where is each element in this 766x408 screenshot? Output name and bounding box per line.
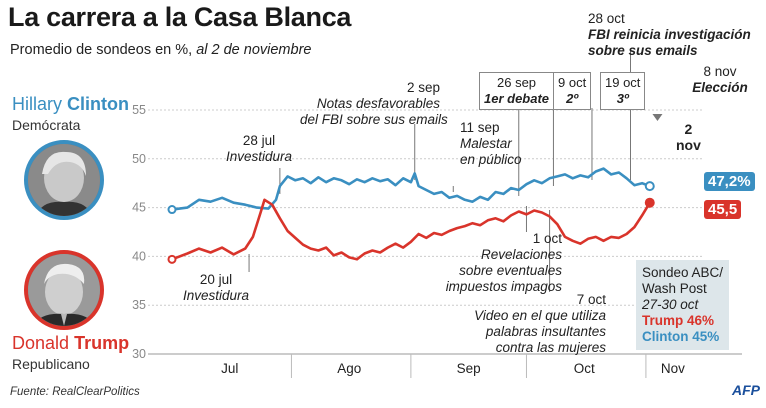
annot-latest: 2 nov xyxy=(676,121,701,153)
debate-3-date: 19 oct xyxy=(605,75,641,90)
clinton-party: Demócrata xyxy=(12,117,81,133)
annot-illness-l2: en público xyxy=(460,152,522,167)
chart-series xyxy=(167,167,655,264)
annot-fbi-notes-l2: del FBI sobre sus emails xyxy=(300,112,448,127)
x-axis: Jul Ago Sep Oct Nov xyxy=(148,353,742,378)
trump-final-value: 45,5 xyxy=(704,200,742,219)
series-end-point-trump xyxy=(644,197,655,208)
trump-portrait xyxy=(24,250,104,330)
debate-2-date: 9 oct xyxy=(558,75,587,90)
annot-rep-convention-text: Investidura xyxy=(183,288,250,303)
trump-name: Donald Trump xyxy=(12,333,129,354)
trump-portrait-image xyxy=(28,254,100,326)
poll-box: Sondeo ABC/ Wash Post 27-30 oct Trump 46… xyxy=(636,260,730,350)
y-tick-label: 40 xyxy=(132,249,146,263)
debate-2-label: 2º xyxy=(566,91,579,106)
x-tick-label: Ago xyxy=(337,361,361,376)
poll-box-l3: 27-30 oct xyxy=(642,297,699,312)
subtitle-main: Promedio de sondeos en %, xyxy=(10,42,193,58)
series-start-point-clinton xyxy=(167,205,177,215)
election-marker xyxy=(652,114,663,121)
annot-illness-date: 11 sep xyxy=(460,120,500,135)
poll-box-l1: Sondeo ABC/ xyxy=(642,265,724,280)
clinton-first-name: Hillary xyxy=(12,94,63,114)
y-tick-label: 35 xyxy=(132,298,146,312)
annot-video-l3: contra las mujeres xyxy=(495,340,606,355)
debate-3-label: 3º xyxy=(616,91,629,106)
annot-election-text: Elección xyxy=(692,80,748,95)
y-tick-label: 50 xyxy=(132,152,146,166)
poll-box-l2: Wash Post xyxy=(642,281,707,296)
debate-1-label: 1er debate xyxy=(484,91,550,106)
annot-fbi-reopen: 28 oct FBI reinicia investigación sobre … xyxy=(588,11,751,59)
annot-taxes-l1: Revelaciones xyxy=(480,247,562,262)
debate-box-3: 19 oct 3º xyxy=(600,72,646,110)
poll-box-trump: Trump 46% xyxy=(642,313,715,328)
series-end-point-clinton xyxy=(644,181,655,192)
chart-title: La carrera a la Casa Blanca xyxy=(8,2,352,32)
series-line-clinton xyxy=(171,167,651,211)
series-start-point-trump xyxy=(167,254,177,264)
annot-dem-convention: 28 jul Investidura xyxy=(226,133,292,165)
x-tick-label: Oct xyxy=(574,361,595,376)
annot-fbi-reopen-l1: FBI reinicia investigación xyxy=(588,27,751,42)
annot-video-l2: palabras insultantes xyxy=(485,324,606,339)
annot-taxes-l2: sobre eventuales xyxy=(459,263,562,278)
annot-fbi-reopen-date: 28 oct xyxy=(588,11,625,26)
annot-latest-l2: nov xyxy=(676,137,701,153)
source-note: Fuente: RealClearPolitics xyxy=(10,386,140,398)
annot-taxes: 1 oct Revelaciones sobre eventuales impu… xyxy=(442,231,562,295)
annot-election: 8 nov Elección xyxy=(692,64,748,96)
series-line-trump xyxy=(171,198,651,261)
clinton-final-value: 47,2% xyxy=(704,172,755,191)
annot-illness: 11 sep Malestar en público xyxy=(460,120,522,168)
trump-last-name: Trump xyxy=(74,333,130,353)
trump-party: Republicano xyxy=(12,356,90,372)
x-tick-label: Sep xyxy=(457,361,481,376)
subtitle-date: al 2 de noviembre xyxy=(192,42,312,58)
x-tick-label: Nov xyxy=(661,361,685,376)
annot-latest-l1: 2 xyxy=(684,121,693,137)
annot-rep-convention-date: 20 jul xyxy=(199,272,233,287)
annot-fbi-reopen-l2: sobre sus emails xyxy=(588,43,698,58)
annot-fbi-notes-date: 2 sep xyxy=(406,80,440,95)
annot-rep-convention: 20 jul Investidura xyxy=(183,272,249,304)
debate-box-2: 9 oct 2º xyxy=(553,72,592,110)
clinton-portrait xyxy=(24,140,104,220)
poll-box-clinton: Clinton 45% xyxy=(642,329,720,344)
annot-taxes-l3: impuestos impagos xyxy=(445,279,562,294)
clinton-portrait-image xyxy=(28,144,100,216)
y-tick-label: 45 xyxy=(132,201,146,215)
y-tick-label: 55 xyxy=(132,103,146,117)
clinton-name: Hillary Clinton xyxy=(12,94,129,115)
afp-logo: AFP xyxy=(732,382,760,398)
annot-dem-convention-date: 28 jul xyxy=(242,133,276,148)
annot-video-date: 7 oct xyxy=(576,292,606,307)
debate-box-1: 26 sep 1er debate xyxy=(479,72,555,110)
annot-video-l1: Video en el que utiliza xyxy=(474,308,606,323)
x-tick-label: Jul xyxy=(221,361,238,376)
chart-subtitle: Promedio de sondeos en %, al 2 de noviem… xyxy=(10,42,311,58)
annot-taxes-date: 1 oct xyxy=(532,231,562,246)
annot-election-date: 8 nov xyxy=(703,64,737,79)
y-tick-label: 30 xyxy=(132,347,146,361)
annot-dem-convention-text: Investidura xyxy=(226,149,293,164)
trump-first-name: Donald xyxy=(12,333,70,353)
clinton-last-name: Clinton xyxy=(67,94,130,114)
annot-fbi-notes-l1: Notas desfavorables xyxy=(316,96,440,111)
annot-video: 7 oct Video en el que utiliza palabras i… xyxy=(446,292,606,356)
debate-1-date: 26 sep xyxy=(497,75,537,90)
annot-illness-l1: Malestar xyxy=(460,136,512,151)
annot-fbi-notes: 2 sep Notas desfavorables del FBI sobre … xyxy=(300,80,448,128)
chart-grid: 30 35 40 45 50 55 xyxy=(132,103,704,361)
